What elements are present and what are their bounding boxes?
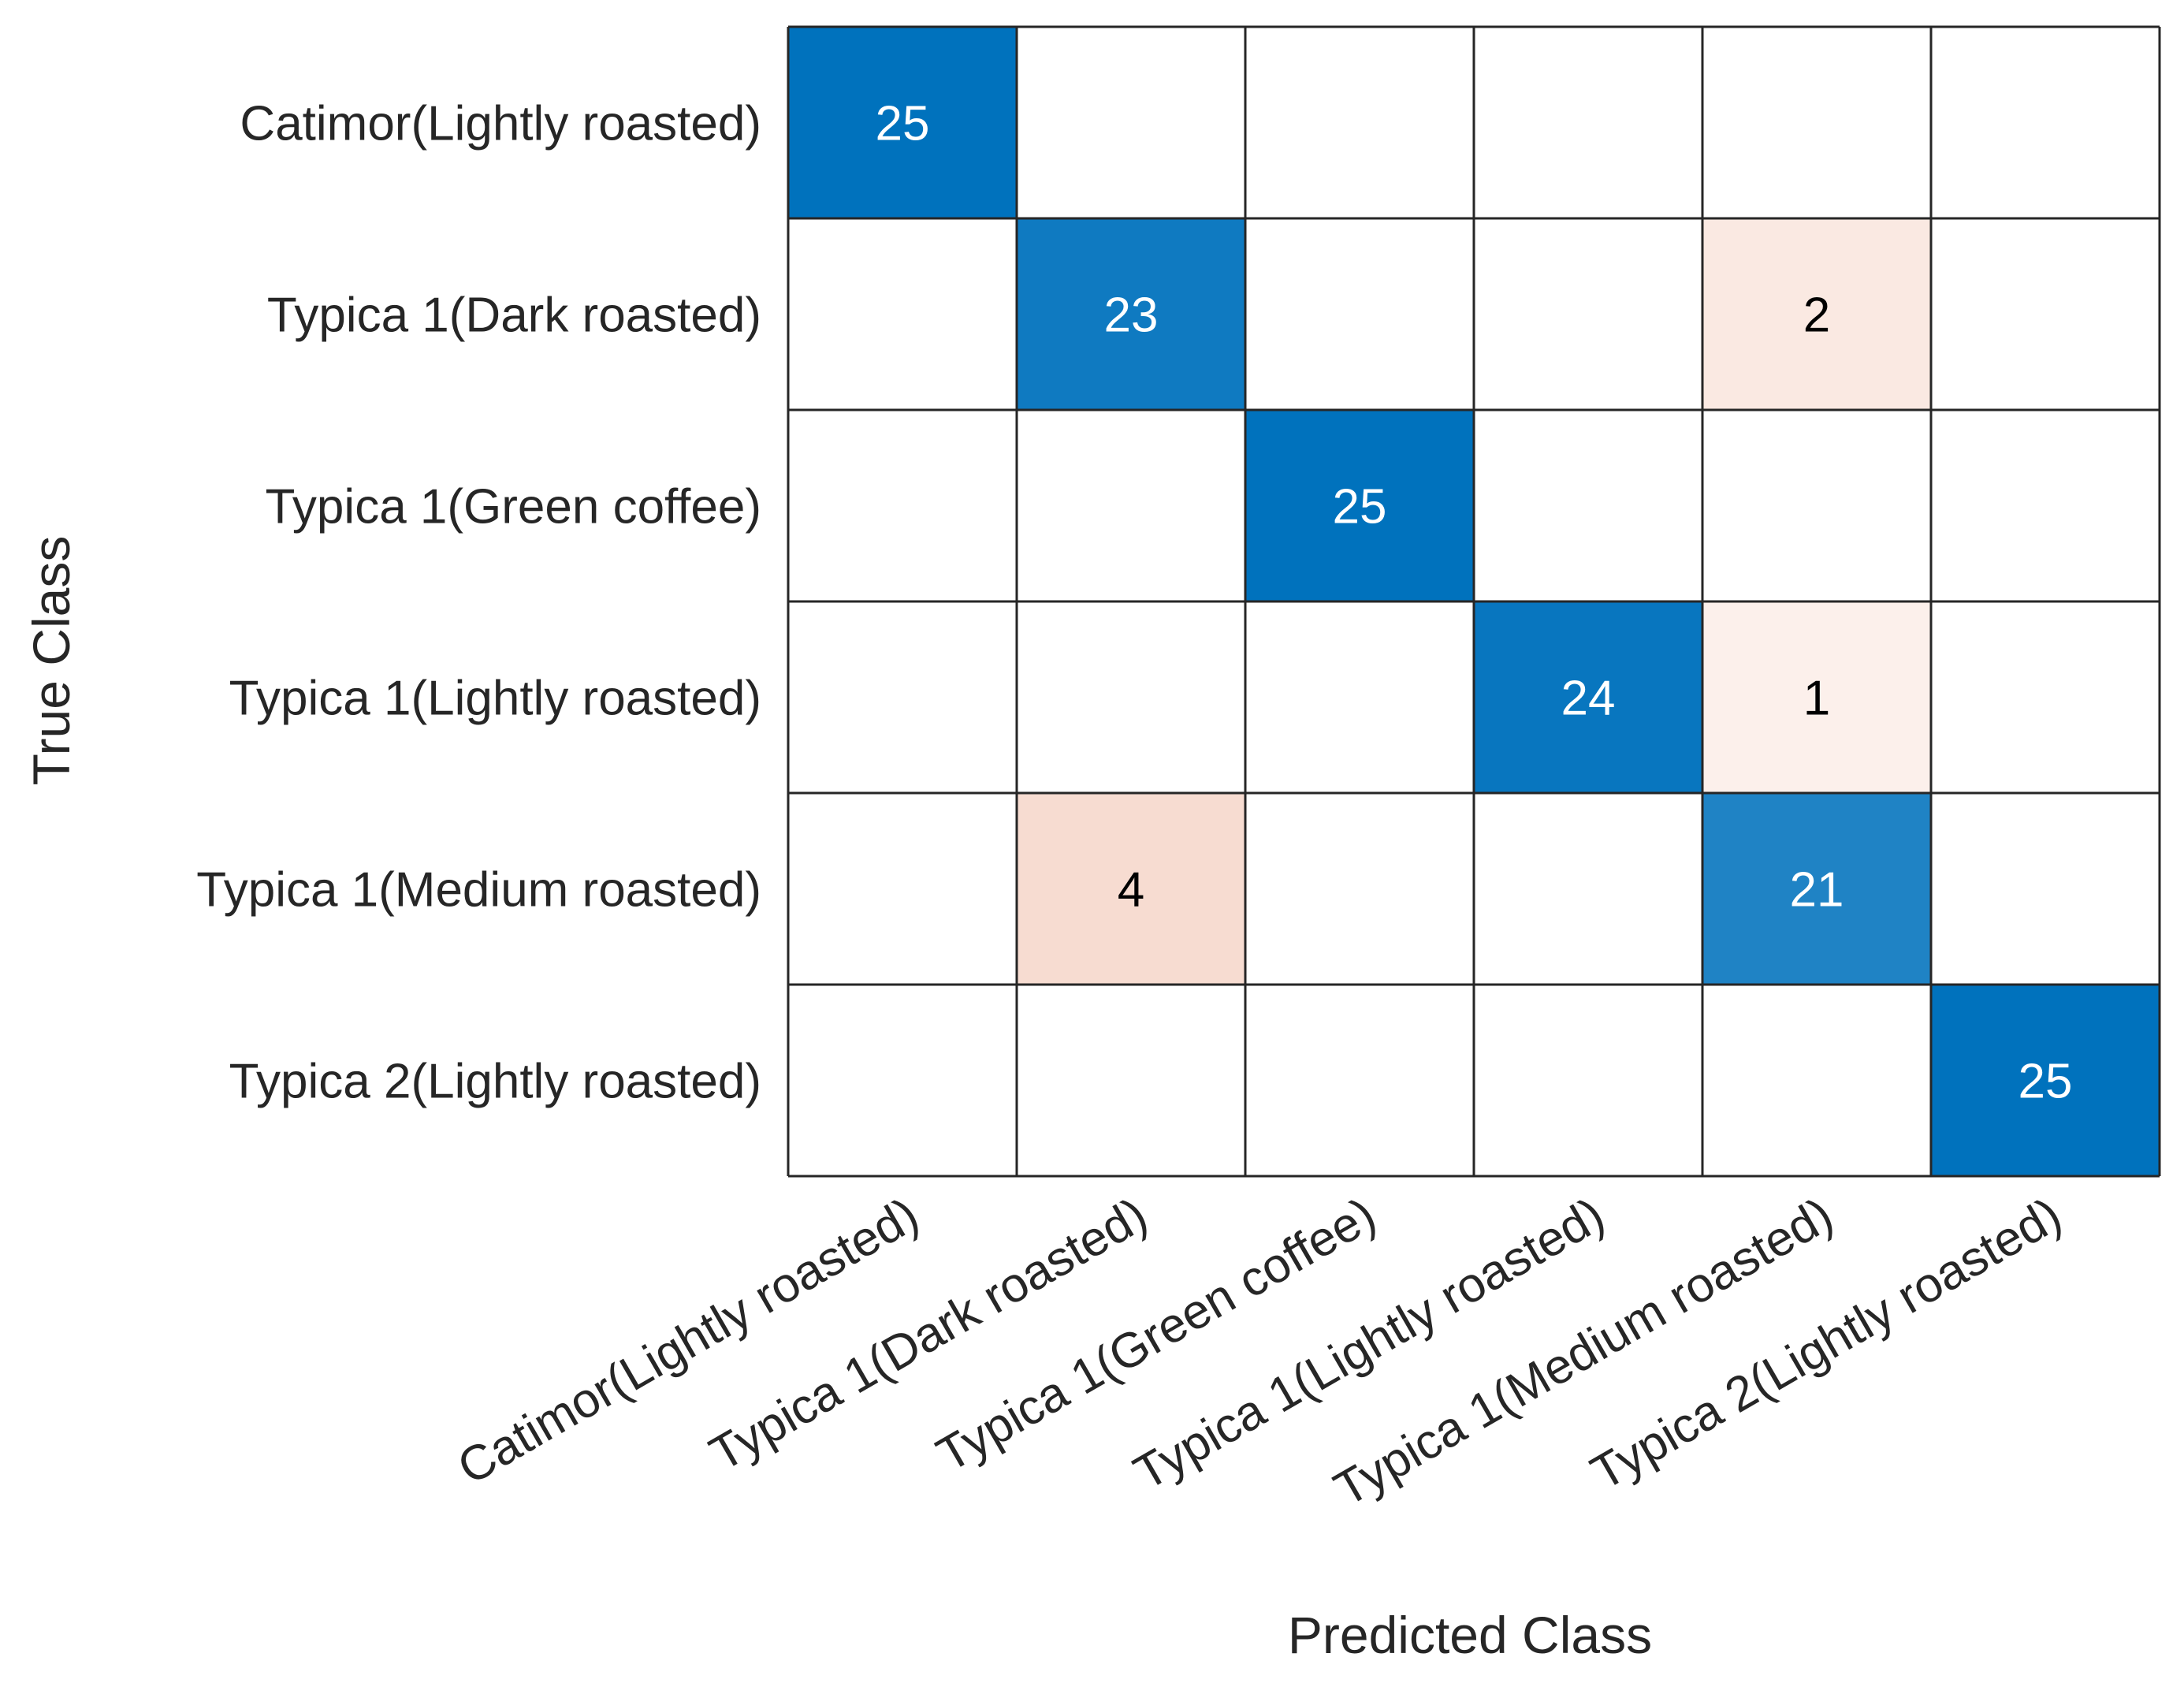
y-tick-label: Typica 1(Dark roasted) — [267, 289, 761, 343]
cell-value-r5-c5: 25 — [2018, 1055, 2073, 1109]
cell-r1-c1 — [1017, 218, 1245, 410]
x-tick-label: Catimor(Lightly roasted) — [449, 1187, 928, 1495]
cell-r2-c0 — [788, 410, 1017, 601]
y-tick-label: Catimor(Lightly roasted) — [240, 97, 761, 151]
y-tick-labels: Catimor(Lightly roasted) Typica 1(Dark ro… — [196, 97, 761, 1109]
matrix-cells: 25 23 2 25 24 1 4 21 25 — [788, 27, 2160, 1176]
y-tick-label: Typica 2(Lightly roasted) — [229, 1055, 761, 1109]
cell-r0-c2 — [1245, 27, 1474, 218]
cell-r4-c3 — [1474, 793, 1702, 985]
cell-r3-c2 — [1245, 601, 1474, 793]
cell-r0-c1 — [1017, 27, 1245, 218]
cell-value-r3-c4: 1 — [1803, 672, 1830, 726]
cell-r4-c1 — [1017, 793, 1245, 985]
cell-r1-c2 — [1245, 218, 1474, 410]
cell-r5-c5 — [1931, 985, 2160, 1176]
cell-r3-c0 — [788, 601, 1017, 793]
cell-r2-c1 — [1017, 410, 1245, 601]
y-tick-label: Typica 1(Lightly roasted) — [229, 672, 761, 726]
cell-r4-c0 — [788, 793, 1017, 985]
cell-r1-c4 — [1702, 218, 1931, 410]
cell-r3-c5 — [1931, 601, 2160, 793]
cell-value-r0-c0: 25 — [876, 97, 930, 151]
cell-r0-c5 — [1931, 27, 2160, 218]
cell-r4-c2 — [1245, 793, 1474, 985]
x-tick-labels: Catimor(Lightly roasted)Typica 1(Dark ro… — [449, 1187, 2071, 1517]
cell-r3-c1 — [1017, 601, 1245, 793]
cell-value-r1-c4: 2 — [1803, 289, 1830, 343]
cell-value-r3-c3: 24 — [1561, 672, 1616, 726]
y-tick-label: Typica 1(Green coffee) — [265, 480, 761, 534]
cell-r1-c5 — [1931, 218, 2160, 410]
cell-r5-c0 — [788, 985, 1017, 1176]
cell-r2-c4 — [1702, 410, 1931, 601]
cell-r0-c3 — [1474, 27, 1702, 218]
cell-r3-c3 — [1474, 601, 1702, 793]
cell-r1-c0 — [788, 218, 1017, 410]
cell-r4-c5 — [1931, 793, 2160, 985]
cell-r5-c1 — [1017, 985, 1245, 1176]
cell-r2-c3 — [1474, 410, 1702, 601]
cell-r0-c4 — [1702, 27, 1931, 218]
cell-r2-c2 — [1245, 410, 1474, 601]
cell-value-r1-c1: 23 — [1104, 289, 1159, 343]
y-tick-label: Typica 1(Medium roasted) — [196, 863, 761, 918]
cell-r5-c3 — [1474, 985, 1702, 1176]
matrix-grid — [787, 25, 2161, 1178]
y-axis-title: True Class — [22, 536, 80, 786]
x-axis-title: Predicted Class — [1288, 1606, 1652, 1664]
cell-r4-c4 — [1702, 793, 1931, 985]
cell-r2-c5 — [1931, 410, 2160, 601]
cell-value-r4-c1: 4 — [1118, 863, 1144, 918]
cell-r1-c3 — [1474, 218, 1702, 410]
cell-value-r2-c2: 25 — [1333, 480, 1387, 534]
cell-r5-c2 — [1245, 985, 1474, 1176]
cell-value-r4-c4: 21 — [1790, 863, 1844, 918]
cell-r3-c4 — [1702, 601, 1931, 793]
cell-r0-c0 — [788, 27, 1017, 218]
cell-r5-c4 — [1702, 985, 1931, 1176]
